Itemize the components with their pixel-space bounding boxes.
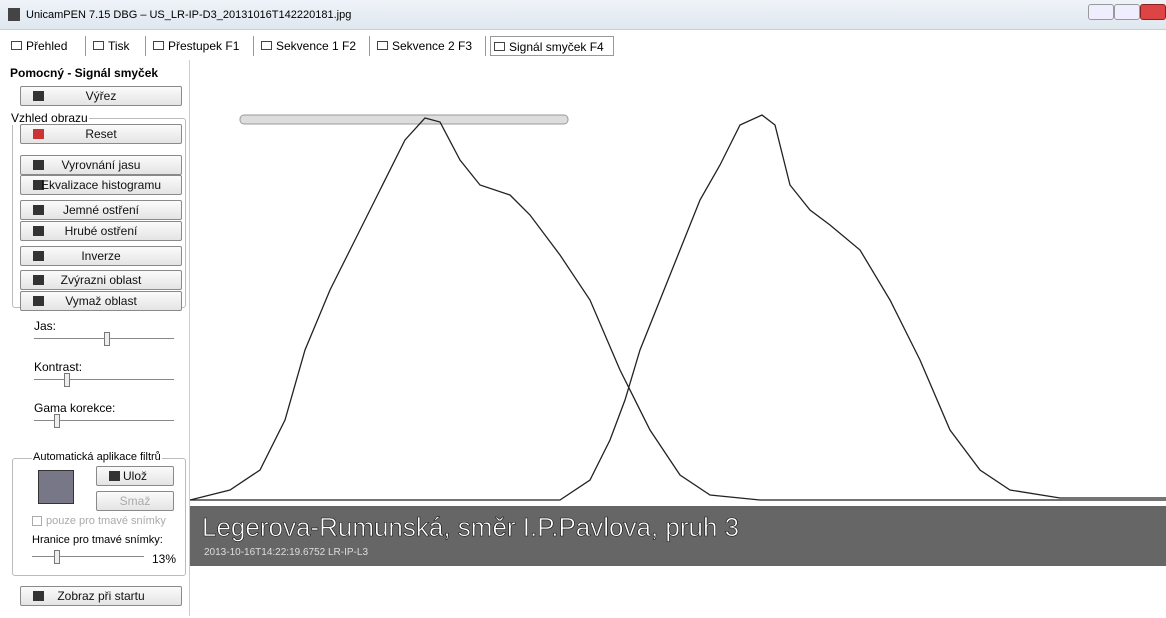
threshold-value: 13% — [152, 552, 176, 566]
tab-label: Přestupek F1 — [168, 36, 239, 56]
group-title: Vzhled obrazu — [10, 111, 89, 125]
tab[interactable]: Tisk — [90, 36, 146, 56]
button[interactable]: Hrubé ostření — [20, 221, 182, 241]
button-label: Vyrovnání jasu — [21, 156, 181, 174]
tab[interactable]: Sekvence 2 F3 — [374, 36, 486, 56]
app-window: UnicamPEN 7.15 DBG – US_LR-IP-D3_2013101… — [0, 0, 1166, 618]
tab-icon — [153, 41, 164, 50]
tab-label: Signál smyček F4 — [509, 37, 604, 57]
button-label: Jemné ostření — [21, 201, 181, 219]
button-label: Ekvalizace histogramu — [21, 176, 181, 194]
tab-icon — [377, 41, 388, 50]
selection-bar — [240, 115, 568, 124]
button[interactable]: Reset — [20, 124, 182, 144]
tab[interactable]: Signál smyček F4 — [490, 36, 614, 56]
window-title: UnicamPEN 7.15 DBG – US_LR-IP-D3_2013101… — [26, 9, 351, 21]
title-bar: UnicamPEN 7.15 DBG – US_LR-IP-D3_2013101… — [0, 0, 1166, 30]
button-label: Hrubé ostření — [21, 222, 181, 240]
button-label: Zvýrazni oblast — [21, 271, 181, 289]
slider-thumb[interactable] — [54, 414, 60, 428]
slider-label: Gama korekce: — [34, 401, 115, 415]
app-icon — [8, 8, 20, 21]
tab[interactable]: Sekvence 1 F2 — [258, 36, 370, 56]
checkbox-label: pouze pro tmavé snímky — [46, 515, 166, 527]
button-label: Vymaž oblast — [21, 292, 181, 310]
slider-thumb[interactable] — [64, 373, 70, 387]
button-label: Ulož — [97, 467, 173, 485]
button[interactable]: Zobraz při startu — [20, 586, 182, 606]
minimize[interactable] — [1088, 4, 1114, 20]
button[interactable]: Inverze — [20, 246, 182, 266]
button[interactable]: Vymaž oblast — [20, 291, 182, 311]
slider-label: Kontrast: — [34, 360, 82, 374]
slider-track — [34, 379, 174, 382]
group-title: Automatická aplikace filtrů — [32, 451, 162, 463]
signal-view: Legerova-Rumunská, směr I.P.Pavlova, pru… — [190, 60, 1166, 616]
close[interactable] — [1140, 4, 1166, 20]
button[interactable]: Vyrovnání jasu — [20, 155, 182, 175]
button[interactable]: Ulož — [96, 466, 174, 486]
button-label: Reset — [21, 125, 181, 143]
button[interactable]: Výřez — [20, 86, 182, 106]
button-label: Výřez — [21, 87, 181, 105]
button[interactable]: Ekvalizace histogramu — [20, 175, 182, 195]
button-label: Zobraz při startu — [21, 587, 181, 605]
timestamp: 2013-10-16T14:22:19.6752 LR-IP-L3 — [204, 547, 368, 558]
tab-icon — [11, 41, 22, 50]
button-label: Smaž — [97, 492, 173, 510]
threshold-label: Hranice pro tmavé snímky: — [32, 534, 163, 546]
tab-icon — [93, 41, 104, 50]
checkbox[interactable] — [32, 516, 42, 526]
location-caption: Legerova-Rumunská, směr I.P.Pavlova, pru… — [202, 512, 739, 542]
tab-label: Sekvence 1 F2 — [276, 36, 356, 56]
tab-icon — [494, 42, 505, 51]
tab-label: Sekvence 2 F3 — [392, 36, 472, 56]
button-label: Inverze — [21, 247, 181, 265]
button[interactable]: Smaž — [96, 491, 174, 511]
tab-label: Přehled — [26, 36, 67, 56]
slider-thumb[interactable] — [54, 550, 60, 564]
tab-bar: Přehled Tisk Přestupek F1 Sekvence 1 F2 Sekv… — [8, 36, 1158, 58]
tab-label: Tisk — [108, 36, 130, 56]
filter-icon — [38, 470, 74, 504]
maximize[interactable] — [1114, 4, 1140, 20]
button[interactable]: Zvýrazni oblast — [20, 270, 182, 290]
slider-track — [32, 556, 144, 559]
button[interactable]: Jemné ostření — [20, 200, 182, 220]
tab[interactable]: Přehled — [8, 36, 86, 56]
panel-title: Pomocný - Signál smyček — [10, 66, 158, 80]
slider-thumb[interactable] — [104, 332, 110, 346]
tab[interactable]: Přestupek F1 — [150, 36, 254, 56]
side-panel: Pomocný - Signál smyček Výřez Vzhled obraz… — [6, 60, 190, 616]
slider-label: Jas: — [34, 319, 56, 333]
tab-icon — [261, 41, 272, 50]
